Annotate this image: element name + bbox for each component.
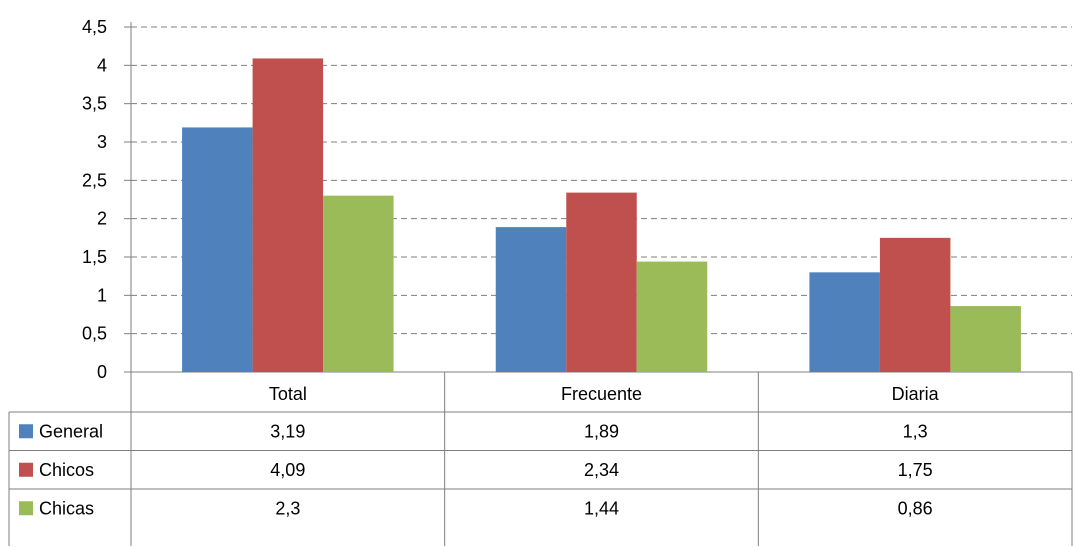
legend-label: Chicas: [39, 498, 94, 518]
bar-chicos-diaria: [879, 237, 951, 372]
bar-general-diaria: [809, 272, 880, 372]
y-tick-label: 1,5: [82, 247, 107, 267]
table-cell-value: 1,44: [584, 498, 619, 518]
bar-chicos-total: [252, 58, 324, 372]
bar-chicas-total: [323, 195, 394, 372]
category-label: Frecuente: [561, 384, 642, 404]
table-cell-value: 4,09: [270, 460, 305, 480]
y-tick-label: 1: [97, 285, 107, 305]
y-tick-label: 4,5: [82, 17, 107, 37]
bars: [182, 58, 1021, 372]
y-tick-labels: 0 0,5 1 1,5 2 2,5 3 3,5 4 4,5: [82, 17, 107, 382]
legend-label: Chicos: [39, 460, 94, 480]
y-tick-label: 4: [97, 55, 107, 75]
table-cell-value: 1,89: [584, 421, 619, 441]
bar-chicas-frecuente: [636, 261, 708, 372]
legend-swatch: [19, 501, 33, 516]
category-label: Diaria: [892, 384, 940, 404]
table-cell-value: 3,19: [270, 421, 305, 441]
bar-chicos-frecuente: [566, 192, 637, 372]
bar-chicas-diaria: [950, 306, 1021, 372]
category-label: Total: [269, 384, 307, 404]
table-cell-value: 2,3: [275, 498, 300, 518]
data-table: Total Frecuente Diaria General 3,19 1,89 1,3 Ch…: [8, 372, 1073, 546]
y-tick-label: 3,5: [82, 94, 107, 114]
table-cell-value: 1,75: [898, 460, 933, 480]
y-tick-label: 0,5: [82, 324, 107, 344]
legend-swatch: [19, 424, 33, 439]
y-tick-label: 2: [97, 209, 107, 229]
y-tick-label: 0: [97, 362, 107, 382]
legend-label: General: [39, 421, 103, 441]
legend-swatch: [19, 462, 33, 477]
bar-general-total: [182, 127, 253, 372]
table-cell-value: 2,34: [584, 460, 619, 480]
y-tick-label: 3: [97, 132, 107, 152]
y-tick-label: 2,5: [82, 170, 107, 190]
table-cell-value: 0,86: [898, 498, 933, 518]
bar-general-frecuente: [495, 227, 567, 372]
table-cell-value: 1,3: [903, 421, 928, 441]
